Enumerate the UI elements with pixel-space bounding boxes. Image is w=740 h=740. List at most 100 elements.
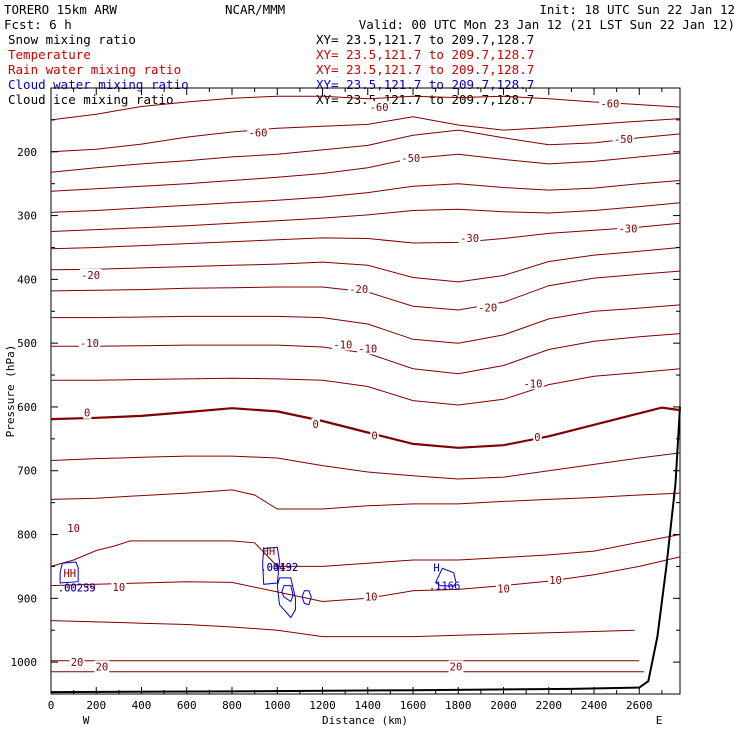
contour-label-19: 10 (113, 582, 126, 594)
contour-label-bg-11 (332, 338, 354, 351)
contour-label-bg-13 (522, 377, 544, 390)
y-tick-label-400: 400 (17, 273, 37, 286)
contour-label-bg-17 (533, 430, 542, 443)
contour-label-bg-15 (311, 418, 320, 431)
contour-label-bg-20 (363, 590, 379, 603)
field-label-temperature: Temperature (8, 47, 91, 62)
y-tick-label-500: 500 (17, 337, 37, 350)
contour-label-8: -20 (349, 284, 368, 296)
y-tick-label-1000: 1000 (11, 656, 38, 669)
extremum-label-3: HH (263, 546, 276, 558)
temperature-contour-11 (51, 368, 681, 406)
y-tick-label-600: 600 (17, 401, 37, 414)
x-tick-label-200: 200 (86, 699, 106, 712)
contour-label-bg-7 (79, 268, 102, 281)
contour-label-bg-19 (111, 580, 127, 593)
temperature-contour-9 (51, 304, 681, 344)
contour-label-4: -50 (614, 134, 633, 146)
contour-label-bg-25 (448, 660, 464, 673)
temperature-contour-7 (50, 247, 681, 283)
extremum-label-2: .00255 (58, 582, 96, 594)
cloud-water-contour-3 (276, 577, 296, 619)
model-title: TORERO 15km ARW (4, 2, 117, 17)
plot-frame (50, 87, 681, 695)
x-tick-label-2400: 2400 (581, 699, 608, 712)
temperature-contour-17 (50, 620, 635, 638)
contour-label-bg-5 (458, 231, 481, 244)
x-tick-label-400: 400 (132, 699, 152, 712)
contour-label-1: -60 (600, 98, 619, 110)
y-axis-title: Pressure (hPa) (4, 345, 17, 438)
contour-label-12: -10 (358, 343, 377, 355)
contour-label-bg-22 (548, 573, 564, 586)
contour-label-bg-23 (69, 656, 85, 669)
contour-label-24: 20 (96, 662, 109, 674)
extremum-label-0: HH (63, 568, 76, 580)
contour-label-bg-10 (78, 337, 101, 350)
field-label-cloud-water: Cloud water mixing ratio (8, 77, 189, 92)
x-axis-west-label: W (83, 714, 90, 727)
contour-label-10: -10 (80, 338, 99, 350)
extremum-label-7: .1166 (429, 581, 461, 593)
field-label-rain: Rain water mixing ratio (8, 62, 181, 77)
y-tick-label-700: 700 (17, 465, 37, 478)
temperature-contour-3 (50, 152, 681, 192)
contour-label-25: 20 (450, 662, 463, 674)
x-tick-label-1000: 1000 (264, 699, 291, 712)
contour-label-bg-14 (82, 406, 92, 419)
temperature-contour-0 (50, 95, 681, 121)
cloud-water-contour-2 (434, 567, 457, 587)
contour-label-bg-24 (94, 660, 110, 673)
x-tick-label-1800: 1800 (445, 699, 472, 712)
temperature-contour-5 (50, 202, 681, 232)
temperature-contours (50, 95, 681, 673)
x-tick-label-2000: 2000 (490, 699, 517, 712)
field-xy-snow: XY= 23.5,121.7 to 209.7,128.7 (316, 32, 534, 47)
contour-label-2: -60 (249, 128, 268, 140)
contour-label-9: -20 (478, 302, 497, 314)
extremum-label-1: .00239 (58, 582, 96, 594)
contour-label-3: -50 (401, 153, 420, 165)
cloud-water-contour-0 (59, 561, 79, 584)
temperature-contour-12 (50, 406, 681, 449)
x-axis-east-label: E (656, 714, 663, 727)
forecast-hour: Fcst: 6 h (4, 17, 72, 32)
contour-label-bg-6 (617, 222, 639, 235)
y-tick-label-800: 800 (17, 529, 37, 542)
field-xy-rain: XY= 23.5,121.7 to 209.7,128.7 (316, 62, 534, 77)
temperature-contour-2 (50, 129, 681, 173)
contour-label-bg-8 (347, 282, 370, 295)
x-tick-label-1400: 1400 (355, 699, 382, 712)
extremum-label-4: .04192 (260, 562, 298, 574)
contour-label-5: -30 (460, 233, 479, 245)
init-time: Init: 18 UTC Sun 22 Jan 12 (539, 2, 735, 17)
cloud-water-contours (59, 546, 457, 619)
x-tick-label-1200: 1200 (309, 699, 336, 712)
contour-label-14: 0 (84, 408, 90, 420)
x-tick-label-2200: 2200 (536, 699, 563, 712)
x-tick-label-2600: 2600 (626, 699, 653, 712)
field-xy-cloud-water: XY= 23.5,121.7 to 209.7,128.7 (316, 77, 534, 92)
contour-label-6: -30 (618, 223, 637, 235)
contour-label-bg-3 (400, 152, 422, 165)
contour-label-22: 10 (549, 575, 562, 587)
contour-label-bg-2 (247, 126, 269, 139)
temperature-contour-15 (50, 534, 681, 567)
center-label: NCAR/MMM (225, 2, 285, 17)
contour-label-13: -10 (523, 378, 542, 390)
x-tick-label-1600: 1600 (400, 699, 427, 712)
terrain-outline (50, 406, 681, 694)
contour-labels: -60 -60-60-50-50-30-30-20-20-20-10 -10 -10-… (66, 97, 639, 674)
extrema-annotations: HH .00239.00255 HH .04192.00432 H .1166 (58, 546, 461, 594)
contour-label-bg-21 (496, 582, 512, 595)
y-tick-label-200: 200 (17, 146, 37, 159)
extremum-label-5: .00432 (260, 562, 298, 574)
contour-label-17: 0 (534, 432, 540, 444)
temperature-contour-1 (50, 116, 681, 153)
contour-label-7: -20 (81, 270, 100, 282)
x-tick-label-600: 600 (177, 699, 197, 712)
contour-label-bg-16 (370, 429, 379, 442)
contour-label-23: 20 (71, 657, 84, 669)
